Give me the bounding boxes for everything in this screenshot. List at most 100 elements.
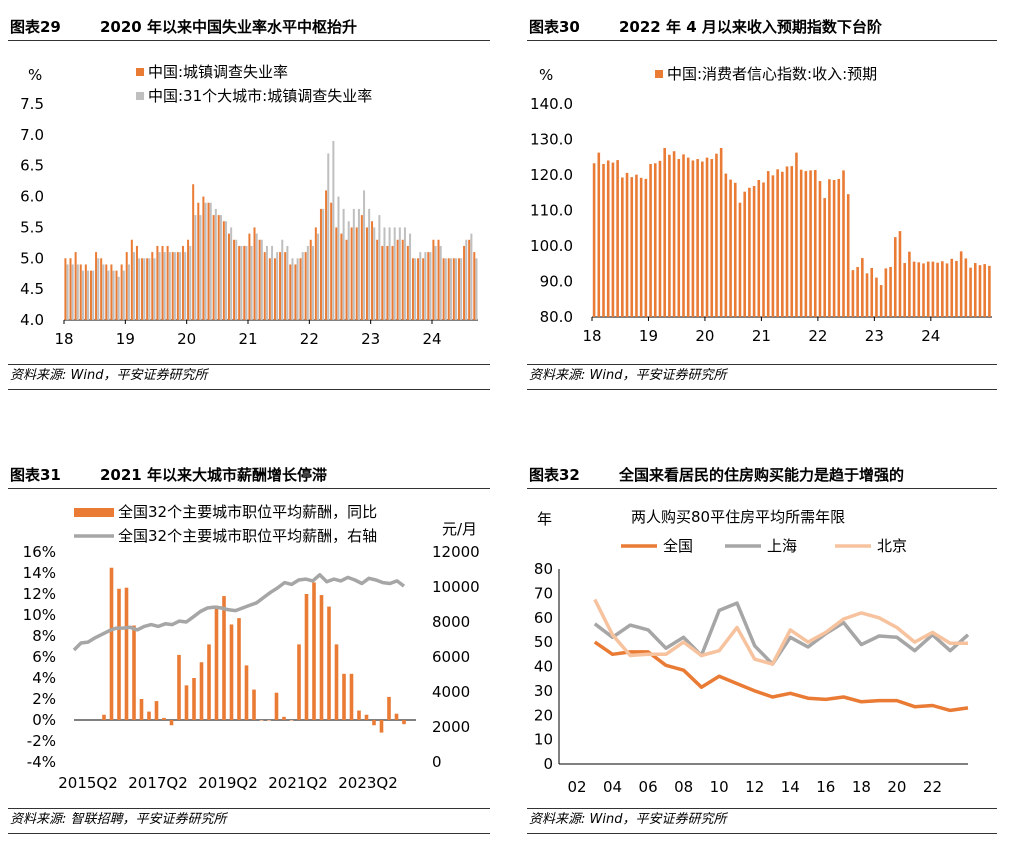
bar-income-expectation — [978, 265, 982, 317]
bar-salary-yoy — [109, 567, 114, 720]
chart-subtitle: 两人购买80平住房平均所需年限 — [631, 508, 845, 526]
bar-urban-unemployment — [299, 258, 302, 320]
bar-income-expectation — [743, 191, 746, 317]
bar-salary-yoy — [372, 720, 376, 726]
x-tick-label: 22 — [300, 330, 319, 348]
y-tick-label: 50 — [534, 633, 553, 651]
bar-31-cities-unemployment — [363, 190, 366, 320]
legend-label: 中国:城镇调查失业率 — [148, 63, 288, 81]
y-tick-label: 130.0 — [530, 131, 573, 149]
bar-income-expectation — [733, 182, 737, 317]
bar-31-cities-unemployment — [383, 227, 386, 320]
bar-income-expectation — [959, 251, 963, 317]
bar-urban-unemployment — [314, 227, 317, 320]
legend-swatch — [136, 68, 144, 76]
y-tick-label: 110.0 — [530, 202, 573, 220]
bar-31-cities-unemployment — [455, 258, 458, 320]
bar-income-expectation — [879, 285, 883, 317]
bar-income-expectation — [611, 162, 615, 317]
bar-income-expectation — [715, 153, 718, 317]
line-beijing — [593, 598, 968, 666]
bar-urban-unemployment — [176, 252, 179, 320]
bar-31-cities-unemployment — [403, 227, 406, 320]
bar-urban-unemployment — [243, 245, 246, 320]
bar-urban-unemployment — [432, 239, 435, 320]
bar-income-expectation — [828, 179, 831, 317]
y-tick-label: 5.5 — [20, 218, 44, 236]
bar-income-expectation — [738, 202, 742, 317]
y-tick-label: -2% — [27, 732, 56, 750]
x-tick-label: 24 — [422, 330, 441, 348]
y-tick-label: 12% — [23, 585, 56, 603]
bar-income-expectation — [955, 260, 958, 317]
bar-31-cities-unemployment — [117, 276, 120, 320]
bar-income-expectation — [658, 160, 662, 317]
bar-income-expectation — [602, 163, 605, 317]
bar-income-expectation — [813, 170, 817, 317]
y-tick-label: 4.0 — [20, 311, 44, 329]
bar-31-cities-unemployment — [71, 264, 74, 320]
bar-income-expectation — [903, 263, 906, 317]
figure-title: 全国来看居民的住房购买能力是趋于增强的 — [619, 466, 905, 484]
bar-urban-unemployment — [365, 227, 368, 320]
bar-31-cities-unemployment — [332, 141, 335, 320]
y2-tick-label: 8000 — [432, 613, 470, 631]
bar-income-expectation — [945, 263, 949, 317]
bar-urban-unemployment — [248, 233, 251, 320]
bar-31-cities-unemployment — [352, 208, 355, 320]
bar-income-expectation — [973, 263, 977, 317]
bar-31-cities-unemployment — [194, 215, 197, 320]
bar-income-expectation — [729, 179, 732, 317]
y-tick-label: 16% — [23, 543, 56, 561]
bar-income-expectation — [663, 148, 666, 317]
bar-urban-unemployment — [192, 184, 195, 320]
y2-tick-label: 4000 — [432, 683, 470, 701]
bar-salary-yoy — [342, 673, 346, 720]
bar-31-cities-unemployment — [189, 245, 192, 320]
bar-urban-unemployment — [437, 239, 440, 320]
y-tick-label: -4% — [27, 753, 56, 771]
bar-income-expectation — [865, 273, 869, 317]
bar-income-expectation — [941, 261, 944, 317]
bar-income-expectation — [672, 151, 676, 317]
bar-income-expectation — [724, 173, 728, 317]
bar-urban-unemployment — [457, 258, 460, 320]
bar-31-cities-unemployment — [429, 252, 432, 320]
legend-label: 全国32个主要城市职位平均薪酬，同比 — [118, 503, 377, 521]
bar-31-cities-unemployment — [260, 239, 263, 320]
bar-salary-yoy — [379, 720, 384, 733]
bar-31-cities-unemployment — [250, 245, 253, 320]
bar-income-expectation — [912, 261, 916, 317]
bar-salary-yoy — [319, 595, 324, 720]
bar-31-cities-unemployment — [424, 252, 427, 320]
y-tick-label: 80 — [534, 560, 553, 578]
bar-urban-unemployment — [468, 239, 471, 320]
bar-31-cities-unemployment — [163, 252, 166, 320]
x-tick-label: 2023Q2 — [338, 774, 398, 792]
bar-income-expectation — [842, 170, 845, 317]
bar-urban-unemployment — [350, 227, 353, 320]
bar-urban-unemployment — [268, 258, 271, 320]
bar-urban-unemployment — [156, 245, 159, 320]
bar-31-cities-unemployment — [214, 208, 217, 320]
y-axis-unit: % — [539, 66, 553, 84]
bar-urban-unemployment — [355, 227, 358, 320]
bar-urban-unemployment — [130, 239, 133, 320]
bar-urban-unemployment — [69, 258, 72, 320]
bar-31-cities-unemployment — [460, 258, 463, 320]
bar-31-cities-unemployment — [317, 233, 320, 320]
bar-31-cities-unemployment — [388, 227, 391, 320]
x-tick-label: 20 — [887, 778, 906, 796]
bar-urban-unemployment — [427, 252, 430, 320]
bar-income-expectation — [823, 198, 826, 317]
figure-number: 图表32 — [529, 466, 580, 484]
bar-urban-unemployment — [304, 252, 307, 320]
bar-31-cities-unemployment — [357, 208, 360, 320]
y-tick-label: 100.0 — [530, 237, 573, 255]
bar-31-cities-unemployment — [465, 239, 468, 320]
y-tick-label: 6.0 — [20, 188, 44, 206]
bar-urban-unemployment — [187, 239, 190, 320]
figure-title: 2020 年以来中国失业率水平中枢抬升 — [100, 18, 357, 36]
bar-income-expectation — [644, 178, 648, 317]
bar-urban-unemployment — [340, 233, 343, 320]
